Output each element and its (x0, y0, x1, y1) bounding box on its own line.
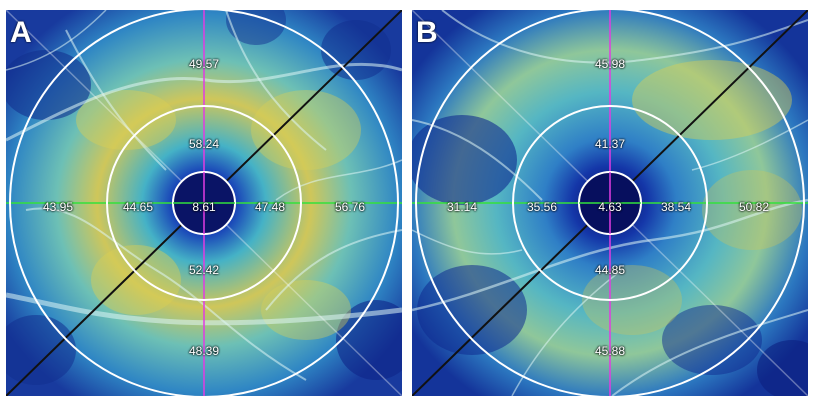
heatmap-patch (321, 20, 391, 80)
heatmap-patch (412, 115, 517, 205)
heatmap-patch (757, 340, 808, 396)
value-outer-nasal: 56.76 (334, 200, 366, 214)
heatmap-patch (417, 265, 527, 355)
value-outer-temporal: 31.14 (446, 200, 478, 214)
value-outer-nasal: 50.82 (738, 200, 770, 214)
inner-ring (106, 105, 302, 301)
value-inner-inferior: 52.42 (188, 263, 220, 277)
vessel-network (6, 10, 402, 381)
outer-ring (9, 10, 399, 396)
oct-angiography-panel-b: B 45.98 41.37 31.14 35.56 4.63 38.54 50.… (412, 10, 808, 396)
heatmap-patch (91, 245, 181, 315)
heatmap-patch (336, 300, 402, 380)
inner-ring (512, 105, 708, 301)
value-inner-inferior: 44.85 (594, 263, 626, 277)
heatmap-patch (251, 90, 361, 170)
heatmap-patch (702, 170, 802, 250)
value-inner-nasal: 47.48 (254, 200, 286, 214)
value-foveal: 4.63 (598, 200, 622, 214)
oct-angiography-panel-a: A 49.57 58.24 43.95 44.65 8.61 47.48 56.… (6, 10, 402, 396)
density-map-a (6, 10, 402, 396)
heatmap-patch (632, 60, 792, 140)
value-outer-temporal: 43.95 (42, 200, 74, 214)
heatmap-patch (662, 305, 762, 375)
panel-label: B (416, 16, 438, 49)
density-map-b (412, 10, 808, 396)
vessel-network (412, 10, 808, 396)
value-inner-nasal: 38.54 (660, 200, 692, 214)
heatmap-patch (261, 280, 351, 340)
value-inner-temporal: 44.65 (122, 200, 154, 214)
value-outer-superior: 45.98 (594, 57, 626, 71)
value-outer-inferior: 48.39 (188, 344, 220, 358)
value-outer-superior: 49.57 (188, 57, 220, 71)
heatmap-patch (76, 90, 176, 150)
outer-ring (415, 10, 805, 396)
value-foveal: 8.61 (192, 200, 216, 214)
value-inner-temporal: 35.56 (526, 200, 558, 214)
panel-label: A (10, 16, 32, 49)
value-inner-superior: 41.37 (594, 137, 626, 151)
heatmap-patch (6, 50, 91, 120)
value-inner-superior: 58.24 (188, 137, 220, 151)
value-outer-inferior: 45.88 (594, 344, 626, 358)
heatmap-patch (226, 10, 286, 45)
